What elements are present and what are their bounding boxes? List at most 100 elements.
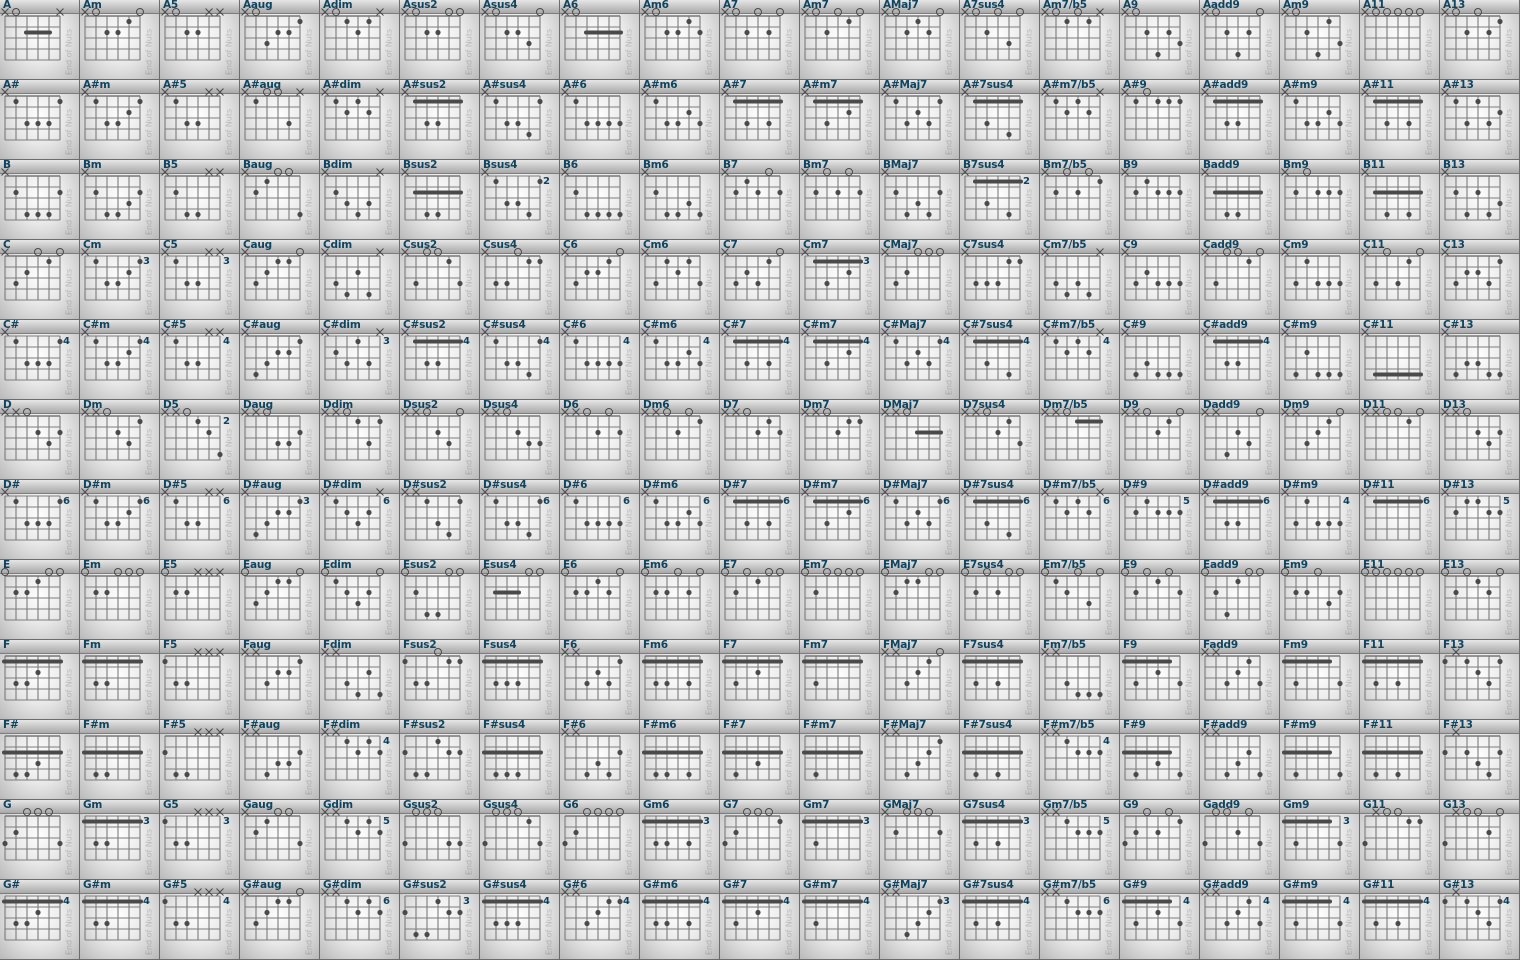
finger-dot (675, 29, 681, 36)
chord-name: Csus4 (483, 240, 517, 251)
finger-dot (722, 840, 728, 847)
finger-dot (504, 771, 510, 778)
finger-dot (937, 898, 943, 905)
muted-string-mark (881, 328, 889, 336)
chord-header-bar: Am7 (800, 0, 879, 14)
chord-name: Bsus4 (483, 160, 518, 171)
end-of-nuts-label: End of Nuts (1104, 828, 1114, 876)
end-of-nuts-label: End of Nuts (864, 588, 874, 636)
end-of-nuts-label: End of Nuts (544, 188, 554, 236)
finger-dot (1064, 509, 1070, 516)
muted-string-mark (1041, 328, 1049, 336)
end-of-nuts-label: End of Nuts (464, 188, 474, 236)
muted-string-mark (1361, 88, 1369, 96)
chord-header-bar: Dm7 (800, 400, 879, 414)
finger-dot (24, 771, 30, 778)
finger-dot (275, 669, 281, 676)
finger-dot (1224, 920, 1230, 927)
chord-cell: Dm End of Nuts (80, 400, 160, 480)
chord-header-bar: A#m (80, 80, 159, 94)
muted-string-mark (296, 88, 304, 96)
chord-diagram (802, 735, 863, 781)
chord-cell: Eadd9 End of Nuts (1200, 560, 1280, 640)
finger-dot (344, 898, 350, 905)
end-of-nuts-label: End of Nuts (864, 748, 874, 796)
chord-cell: C#dim 3 End of Nuts (320, 320, 400, 400)
chord-header-bar: C9 (1120, 240, 1199, 254)
open-string-mark (274, 168, 282, 176)
open-string-mark (492, 8, 500, 16)
chord-diagram: 4 (961, 328, 1030, 381)
end-of-nuts-label: End of Nuts (224, 668, 234, 716)
chord-diagram (1, 168, 63, 221)
muted-string-mark (481, 168, 489, 176)
finger-dot (813, 771, 819, 778)
finger-dot (675, 520, 681, 527)
chord-header-bar: C#sus4 (480, 320, 559, 334)
chord-cell: A9 End of Nuts (1120, 0, 1200, 80)
chord-diagram (241, 328, 303, 381)
open-string-mark (92, 8, 100, 16)
chord-cell: F7sus4 End of Nuts (960, 640, 1040, 720)
finger-dot (1086, 749, 1092, 756)
finger-dot (1464, 120, 1470, 127)
finger-dot (904, 680, 910, 687)
chord-header-bar: A#7sus4 (960, 80, 1039, 94)
muted-string-mark (205, 888, 213, 896)
open-string-mark (1383, 808, 1391, 816)
chord-name: Cm7/b5 (1043, 240, 1087, 251)
finger-dot (493, 771, 499, 778)
chord-header-bar: C7sus4 (960, 240, 1039, 254)
chord-diagram (561, 648, 623, 701)
finger-dot (846, 418, 852, 425)
finger-dot (1224, 771, 1230, 778)
chord-cell: Bm7/b5 End of Nuts (1040, 160, 1120, 240)
muted-string-mark (721, 168, 729, 176)
chord-header-bar: Fsus2 (400, 640, 479, 654)
finger-dot (104, 680, 110, 687)
chord-diagram: 5 (1041, 808, 1110, 861)
finger-dot (653, 589, 659, 596)
finger-dot (1442, 840, 1448, 847)
chord-name: Gsus2 (403, 800, 438, 811)
finger-dot (595, 909, 601, 916)
finger-dot (926, 211, 932, 218)
end-of-nuts-label: End of Nuts (464, 108, 474, 156)
chord-header-bar: Am9 (1280, 0, 1359, 14)
chord-header-bar: B7sus4 (960, 160, 1039, 174)
muted-string-mark (1292, 408, 1300, 416)
finger-dot (195, 211, 201, 218)
chord-name: D#m6 (643, 480, 678, 491)
chord-header-bar: Cm7/b5 (1040, 240, 1119, 254)
chord-name: D9 (1123, 400, 1139, 411)
end-of-nuts-label: End of Nuts (624, 508, 634, 556)
chord-header-bar: D#9 (1120, 480, 1199, 494)
finger-dot (402, 840, 408, 847)
finger-dot (344, 291, 350, 298)
chord-cell: G5 3 End of Nuts (160, 800, 240, 880)
muted-string-mark (1041, 168, 1049, 176)
finger-dot (537, 98, 543, 105)
chord-diagram (561, 8, 623, 61)
chord-name: A#7 (723, 80, 747, 91)
finger-dot (664, 920, 670, 927)
chord-cell: C9 End of Nuts (1120, 240, 1200, 320)
muted-string-mark (216, 648, 224, 656)
chord-header-bar: F#7sus4 (960, 720, 1039, 734)
chord-cell: F# End of Nuts (0, 720, 80, 800)
chord-diagram (1362, 808, 1423, 861)
chord-header-bar: A#11 (1360, 80, 1439, 94)
chord-name: B13 (1443, 160, 1466, 171)
chord-cell: Edim End of Nuts (320, 560, 400, 640)
chord-header-bar: Cm (80, 240, 159, 254)
open-string-mark (401, 568, 409, 576)
muted-string-mark (205, 488, 213, 496)
chord-cell: A#sus2 End of Nuts (400, 80, 480, 160)
finger-dot (115, 280, 121, 287)
chord-cell: Dm7 End of Nuts (800, 400, 880, 480)
finger-dot (1155, 429, 1161, 436)
finger-dot (297, 498, 303, 505)
chord-cell: D#sus4 6 End of Nuts (480, 480, 560, 560)
open-string-mark (1256, 408, 1264, 416)
fret-position-number: 4 (463, 336, 470, 347)
